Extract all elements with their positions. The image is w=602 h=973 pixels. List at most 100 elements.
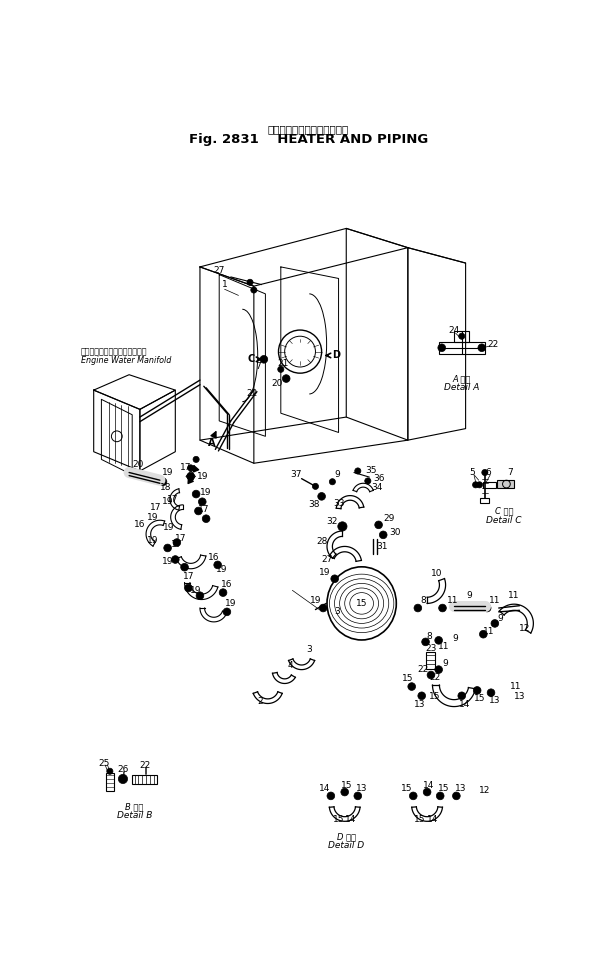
Circle shape xyxy=(193,456,199,462)
Circle shape xyxy=(159,478,167,486)
Text: 8: 8 xyxy=(420,595,426,605)
Text: D: D xyxy=(332,350,340,360)
Text: 25: 25 xyxy=(98,759,110,768)
Circle shape xyxy=(327,792,335,800)
Text: 11: 11 xyxy=(489,595,501,605)
Circle shape xyxy=(479,631,487,638)
Text: 15: 15 xyxy=(341,780,352,790)
Circle shape xyxy=(312,484,318,489)
Circle shape xyxy=(164,544,172,552)
Text: Detail C: Detail C xyxy=(486,516,522,524)
Circle shape xyxy=(329,479,335,485)
Text: 30: 30 xyxy=(389,528,400,537)
Text: Detail A: Detail A xyxy=(444,383,479,392)
Text: 19: 19 xyxy=(190,586,201,595)
Circle shape xyxy=(438,343,445,351)
Text: 2: 2 xyxy=(257,698,263,706)
Circle shape xyxy=(187,473,194,481)
Circle shape xyxy=(282,375,290,382)
Text: 15: 15 xyxy=(402,674,414,683)
Bar xyxy=(132,775,157,784)
Text: 19: 19 xyxy=(216,565,228,574)
Circle shape xyxy=(192,490,200,498)
Text: 9: 9 xyxy=(453,634,459,643)
Circle shape xyxy=(478,343,486,351)
Text: 11: 11 xyxy=(510,682,521,691)
Text: 21: 21 xyxy=(278,359,289,368)
Text: 10: 10 xyxy=(432,569,443,578)
Text: A 詳細: A 詳細 xyxy=(453,374,471,383)
Text: 33: 33 xyxy=(333,499,344,508)
Circle shape xyxy=(338,522,347,531)
Text: 9: 9 xyxy=(442,659,448,667)
Text: 3: 3 xyxy=(334,606,340,616)
Circle shape xyxy=(341,788,349,796)
Text: ヒータ　および　パイピング: ヒータ および パイピング xyxy=(268,125,349,134)
Text: 19: 19 xyxy=(162,557,173,565)
Circle shape xyxy=(188,465,194,471)
Text: 14: 14 xyxy=(423,780,434,790)
Text: 27: 27 xyxy=(214,267,225,275)
Text: 9: 9 xyxy=(467,592,473,600)
Text: 7: 7 xyxy=(507,468,513,477)
Circle shape xyxy=(365,478,371,484)
Text: 14: 14 xyxy=(319,783,330,793)
Text: 19: 19 xyxy=(309,595,321,605)
Circle shape xyxy=(459,333,465,340)
Text: 14: 14 xyxy=(459,700,471,708)
Circle shape xyxy=(473,687,481,695)
Text: 22: 22 xyxy=(418,666,429,674)
Text: 3: 3 xyxy=(306,645,312,654)
Text: 19: 19 xyxy=(146,513,158,522)
Text: 32: 32 xyxy=(327,517,338,525)
Circle shape xyxy=(223,608,231,616)
Text: 15: 15 xyxy=(474,694,485,703)
Circle shape xyxy=(196,592,204,599)
Text: 11: 11 xyxy=(508,592,520,600)
Text: 17: 17 xyxy=(182,572,194,581)
Circle shape xyxy=(278,366,284,373)
Text: 19: 19 xyxy=(163,523,175,531)
Text: 15: 15 xyxy=(429,692,441,702)
Text: 11: 11 xyxy=(447,595,458,605)
Text: C: C xyxy=(247,354,255,364)
Text: 17: 17 xyxy=(171,540,182,549)
Text: 22: 22 xyxy=(429,672,441,682)
Text: 13: 13 xyxy=(356,783,367,793)
Text: 12: 12 xyxy=(479,786,491,795)
Text: 11: 11 xyxy=(483,627,494,635)
Text: 6: 6 xyxy=(486,468,492,477)
Text: 17: 17 xyxy=(198,505,209,514)
Text: 31: 31 xyxy=(377,542,388,551)
Text: エンジンウォータマニホールド: エンジンウォータマニホールド xyxy=(81,347,147,356)
Circle shape xyxy=(374,521,382,528)
Text: 7: 7 xyxy=(255,362,261,371)
Bar xyxy=(439,342,485,354)
Text: 13: 13 xyxy=(414,700,425,708)
Text: 19: 19 xyxy=(200,488,212,497)
Circle shape xyxy=(487,689,495,697)
Circle shape xyxy=(214,561,222,569)
Text: Engine Water Manifold: Engine Water Manifold xyxy=(81,355,171,365)
Circle shape xyxy=(473,482,479,487)
Text: 18: 18 xyxy=(160,484,172,492)
Bar xyxy=(426,652,435,668)
Text: 14: 14 xyxy=(345,815,356,824)
Text: 29: 29 xyxy=(383,514,394,523)
Text: 28: 28 xyxy=(316,537,327,546)
Text: B 詳細: B 詳細 xyxy=(125,802,144,811)
Text: 19: 19 xyxy=(225,599,237,608)
Text: A: A xyxy=(208,438,216,449)
Circle shape xyxy=(331,575,338,583)
Circle shape xyxy=(107,768,113,775)
Circle shape xyxy=(423,788,431,796)
Circle shape xyxy=(173,539,181,547)
Text: 17: 17 xyxy=(167,495,179,504)
Text: 19: 19 xyxy=(319,568,330,577)
Text: 13: 13 xyxy=(489,696,501,704)
Circle shape xyxy=(414,604,422,612)
Text: 22: 22 xyxy=(487,341,498,349)
Circle shape xyxy=(194,507,202,515)
Text: 5: 5 xyxy=(470,468,476,477)
Text: 38: 38 xyxy=(308,499,320,509)
